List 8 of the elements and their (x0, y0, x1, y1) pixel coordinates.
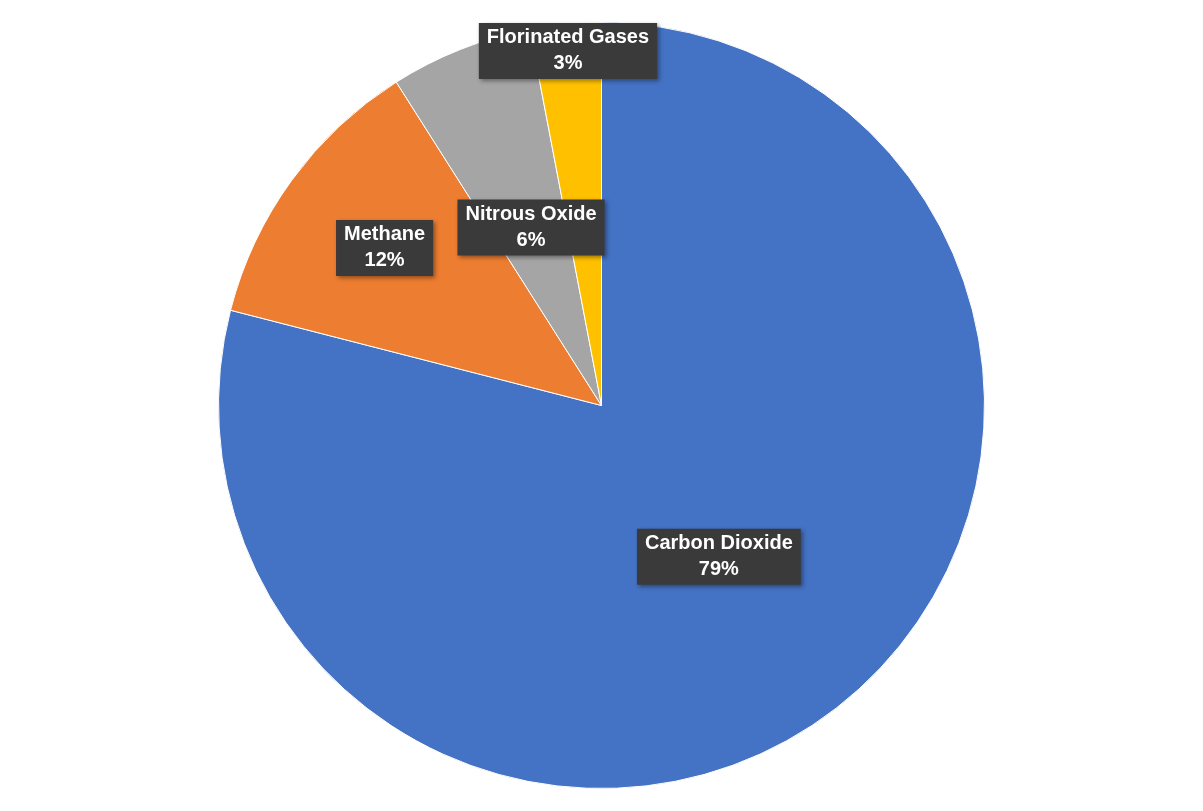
data-label: 3% (553, 51, 583, 74)
data-label: 12% (364, 248, 405, 271)
slice-label: Methane (344, 222, 426, 245)
data-label: 79% (698, 557, 740, 580)
slice-label: Florinated Gases (486, 25, 650, 48)
slice-label: Carbon Dioxide (644, 531, 793, 554)
data-label: 6% (516, 227, 546, 250)
slice-label: Nitrous Oxide (465, 201, 597, 224)
